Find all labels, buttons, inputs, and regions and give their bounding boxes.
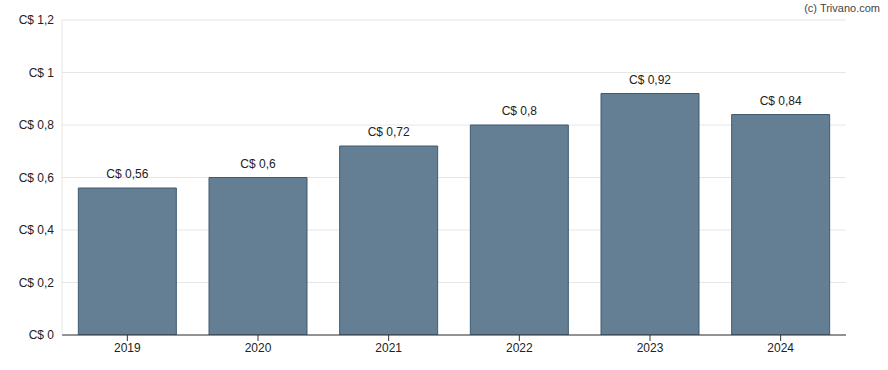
svg-text:C$ 0,8: C$ 0,8 <box>502 104 538 118</box>
svg-text:2023: 2023 <box>637 341 664 355</box>
svg-text:C$ 0,4: C$ 0,4 <box>19 223 55 237</box>
svg-text:C$ 1: C$ 1 <box>29 66 55 80</box>
svg-text:2024: 2024 <box>767 341 794 355</box>
svg-text:C$ 0,72: C$ 0,72 <box>368 125 410 139</box>
svg-text:C$ 0,2: C$ 0,2 <box>19 276 55 290</box>
svg-text:C$ 1,2: C$ 1,2 <box>19 13 55 27</box>
svg-text:C$ 0,84: C$ 0,84 <box>760 94 802 108</box>
svg-text:C$ 0,92: C$ 0,92 <box>629 73 671 87</box>
svg-text:C$ 0,8: C$ 0,8 <box>19 118 55 132</box>
svg-text:C$ 0,6: C$ 0,6 <box>19 171 55 185</box>
html-text:(c) Trivano.com: (c) Trivano.com <box>804 2 880 14</box>
svg-text:2021: 2021 <box>375 341 402 355</box>
svg-text:2022: 2022 <box>506 341 533 355</box>
svg-text:2020: 2020 <box>245 341 272 355</box>
svg-text:C$ 0: C$ 0 <box>29 328 55 342</box>
svg-text:2019: 2019 <box>114 341 141 355</box>
svg-text:C$ 0,56: C$ 0,56 <box>106 167 148 181</box>
svg-text:C$ 0,6: C$ 0,6 <box>240 157 276 171</box>
